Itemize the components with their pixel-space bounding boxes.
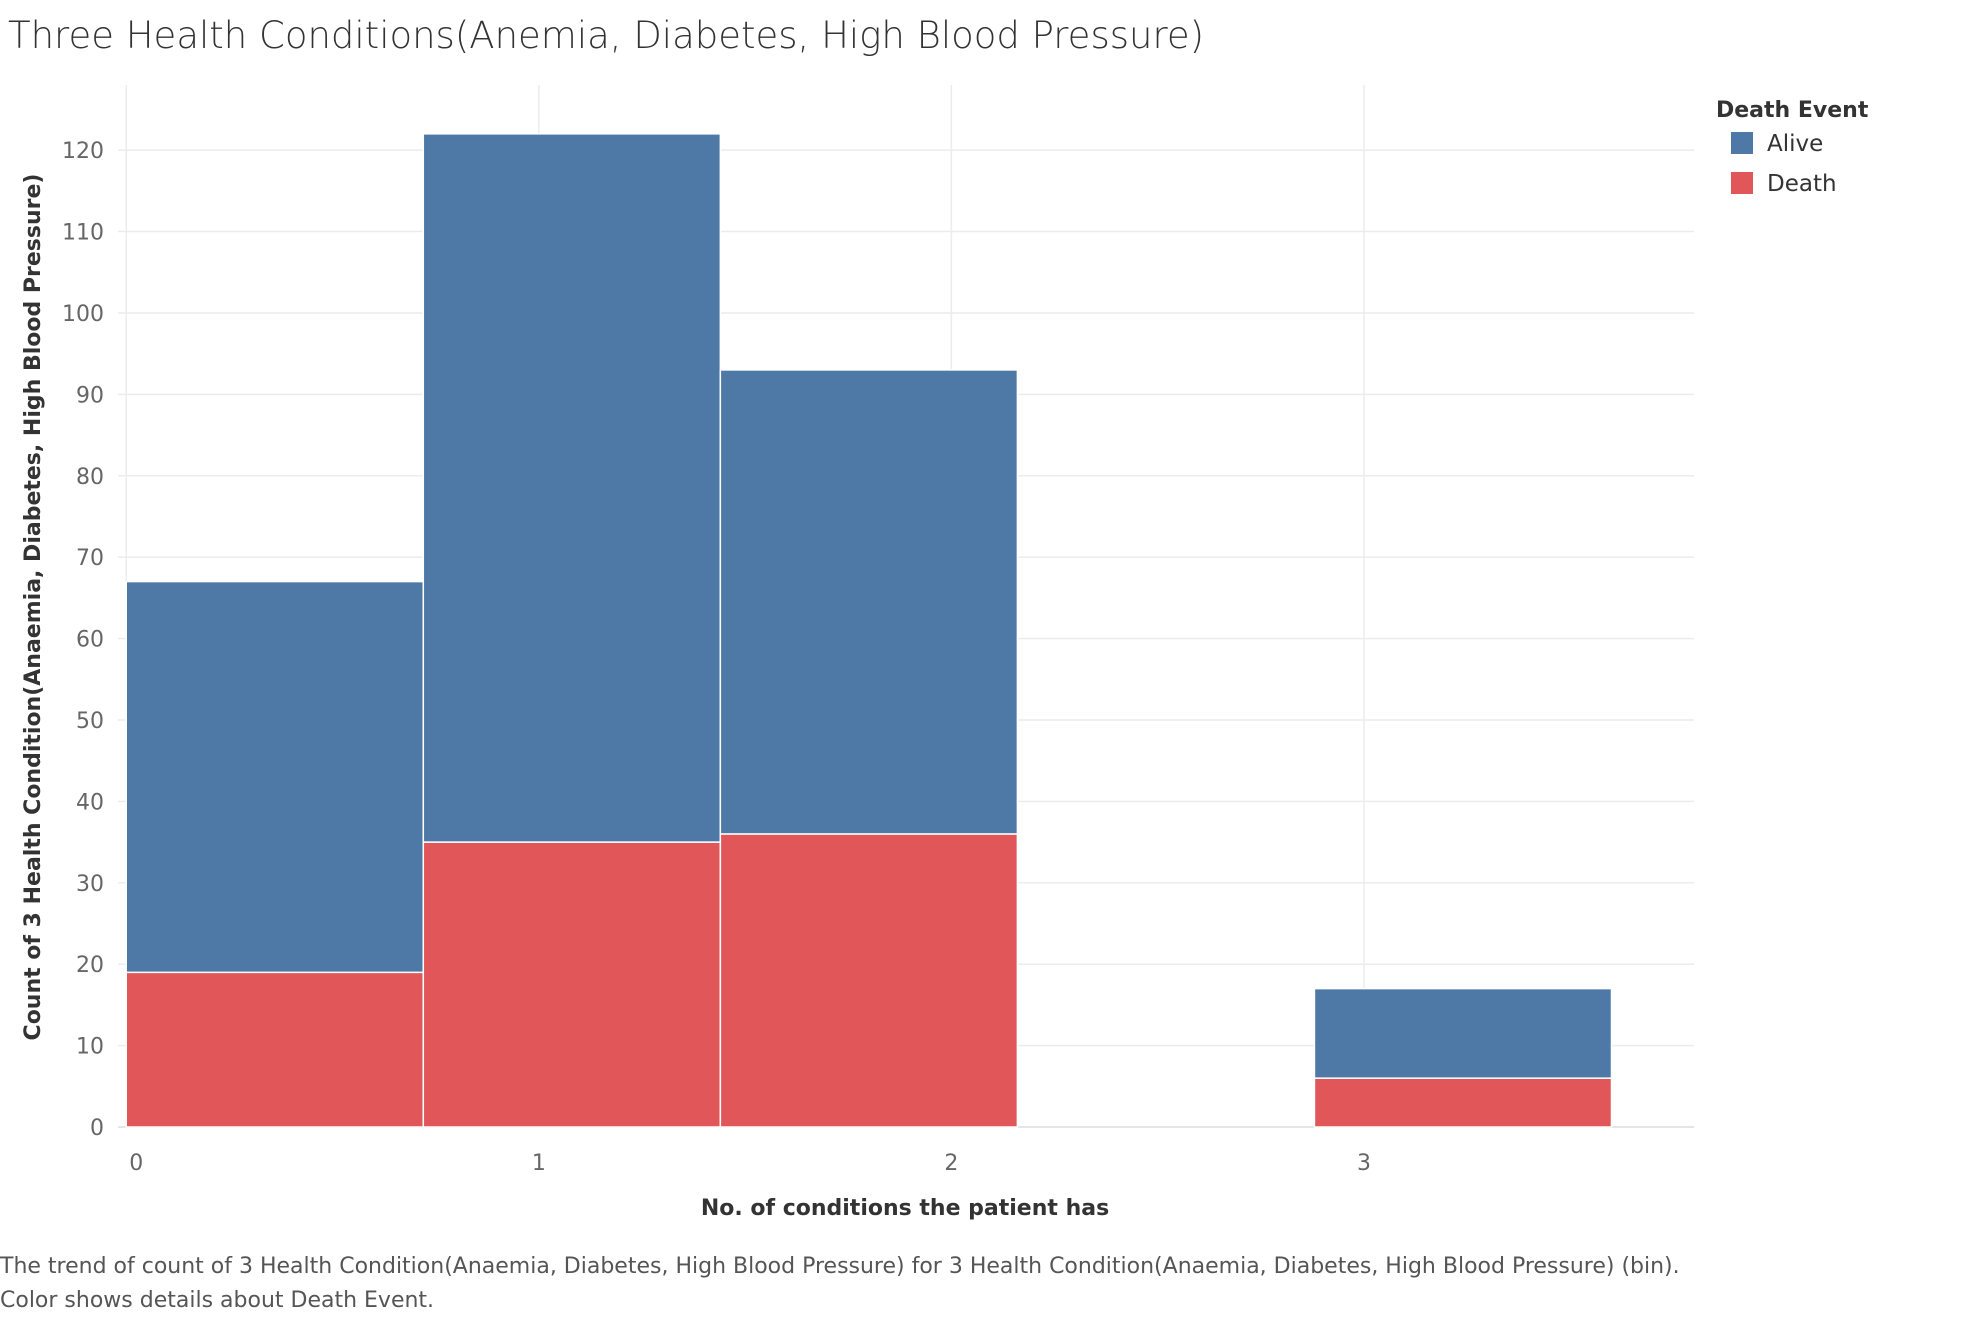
y-tick-label: 90 bbox=[76, 383, 104, 408]
legend: Death Event Alive Death bbox=[1716, 98, 1869, 197]
bar-alive-1 bbox=[422, 133, 722, 843]
y-axis-title: Count of 3 Health Condition(Anaemia, Dia… bbox=[21, 174, 46, 1041]
legend-label-alive: Alive bbox=[1767, 131, 1823, 157]
legend-label-death: Death bbox=[1767, 171, 1837, 197]
x-axis-title: No. of conditions the patient has bbox=[701, 1196, 1109, 1221]
bar-alive-2 bbox=[719, 369, 1019, 835]
y-tick-label: 10 bbox=[76, 1035, 104, 1060]
x-axis-ticks: 0 1 2 3 bbox=[129, 1151, 1371, 1176]
y-tick-label: 40 bbox=[76, 790, 104, 815]
legend-title: Death Event bbox=[1716, 98, 1869, 123]
bar-alive-3 bbox=[1313, 987, 1613, 1079]
bar-death-0 bbox=[125, 971, 425, 1128]
x-tick-label: 2 bbox=[944, 1151, 958, 1176]
y-tick-label: 120 bbox=[62, 139, 104, 164]
legend-swatch-death bbox=[1731, 172, 1753, 194]
legend-swatch-alive bbox=[1731, 132, 1753, 154]
bar-death-2 bbox=[719, 833, 1019, 1128]
y-axis-ticks: 0 10 20 30 40 50 60 70 80 90 100 110 120 bbox=[62, 139, 104, 1141]
x-tick-label: 1 bbox=[532, 1151, 546, 1176]
x-tick-label: 3 bbox=[1357, 1151, 1371, 1176]
y-tick-label: 20 bbox=[76, 953, 104, 978]
bar-death-1 bbox=[422, 841, 722, 1128]
y-tick-label: 110 bbox=[62, 221, 104, 246]
y-tick-label: 50 bbox=[76, 709, 104, 734]
y-tick-label: 30 bbox=[76, 872, 104, 897]
bar-death-3 bbox=[1313, 1077, 1613, 1128]
y-tick-label: 60 bbox=[76, 628, 104, 653]
y-tick-label: 0 bbox=[90, 1116, 104, 1141]
bar-alive-0 bbox=[125, 580, 425, 974]
x-tick-label: 0 bbox=[129, 1151, 143, 1176]
y-tick-label: 70 bbox=[76, 546, 104, 571]
bar-group bbox=[125, 133, 1613, 1128]
y-tick-label: 100 bbox=[62, 302, 104, 327]
chart-title: Three Health Conditions(Anemia, Diabetes… bbox=[8, 14, 1205, 57]
chart-caption: The trend of count of 3 Health Condition… bbox=[0, 1254, 1680, 1313]
y-tick-label: 80 bbox=[76, 465, 104, 490]
